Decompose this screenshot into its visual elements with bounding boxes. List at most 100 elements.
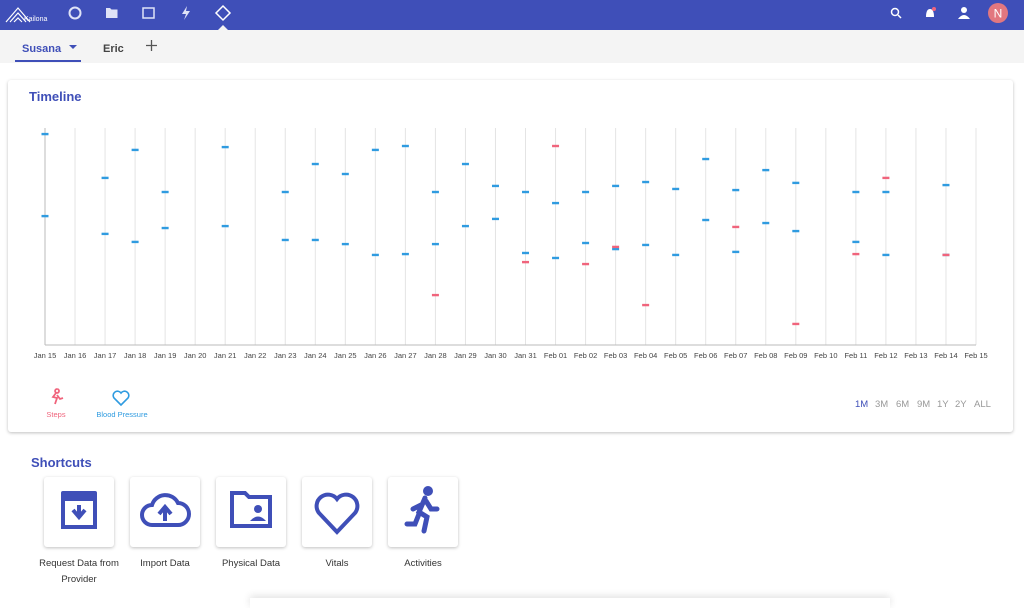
- shortcut-tile[interactable]: [130, 477, 200, 547]
- data-dash: [371, 148, 379, 152]
- nav-images[interactable]: [142, 7, 155, 19]
- profile[interactable]: [961, 7, 967, 13]
- x-tick-label: Jan 21: [214, 351, 237, 360]
- bottom-panel-edge: [250, 598, 890, 608]
- x-tick-label: Jan 18: [124, 351, 147, 360]
- data-dash: [612, 184, 620, 188]
- data-dash: [161, 190, 169, 194]
- data-dash: [341, 242, 349, 246]
- shortcut-label: Physical Data: [221, 558, 281, 569]
- range-button[interactable]: 6M: [896, 399, 910, 410]
- data-dash: [431, 190, 439, 194]
- x-tick-label: Feb 13: [904, 351, 927, 360]
- range-button[interactable]: 2Y: [955, 399, 967, 410]
- nav-activity[interactable]: [182, 6, 190, 20]
- data-dash: [221, 145, 229, 149]
- range-button[interactable]: 1Y: [937, 399, 949, 410]
- data-dash: [131, 148, 139, 152]
- data-dash: [552, 144, 560, 148]
- data-dash: [311, 238, 319, 242]
- data-dash: [882, 253, 890, 257]
- notification-dot: [932, 7, 936, 11]
- nav-files[interactable]: [106, 8, 118, 18]
- profile-body: [958, 15, 970, 19]
- tab-dropdown[interactable]: [69, 45, 78, 51]
- x-tick-label: Jan 29: [454, 351, 477, 360]
- data-dash: [852, 190, 860, 194]
- shortcut-label: Import Data: [140, 558, 190, 569]
- x-tick-label: Feb 05: [664, 351, 687, 360]
- shortcut-tile[interactable]: [44, 477, 114, 547]
- range-button[interactable]: 1M: [855, 399, 869, 410]
- data-dash: [131, 240, 139, 244]
- shortcut-label: Request Data from Provider: [39, 558, 119, 585]
- data-dash: [882, 176, 890, 180]
- x-tick-label: Jan 28: [424, 351, 447, 360]
- data-dash: [942, 183, 950, 187]
- tab[interactable]: Susana: [22, 43, 62, 55]
- avatar[interactable]: [988, 3, 1008, 23]
- data-dash: [101, 176, 109, 180]
- x-tick-label: Jan 31: [514, 351, 537, 360]
- data-dash: [41, 132, 49, 136]
- logo-text: Kailona: [24, 16, 47, 23]
- data-dash: [582, 241, 590, 245]
- data-dash: [461, 224, 469, 228]
- data-dash: [221, 224, 229, 228]
- tab[interactable]: Eric: [103, 43, 124, 55]
- data-dash: [101, 232, 109, 236]
- data-dash: [612, 245, 620, 249]
- data-dash: [702, 157, 710, 161]
- shortcut-tile[interactable]: [388, 477, 458, 547]
- data-dash: [461, 162, 469, 166]
- data-dash: [732, 188, 740, 192]
- data-dash: [942, 253, 950, 257]
- x-tick-label: Feb 08: [754, 351, 777, 360]
- x-tick-label: Feb 12: [874, 351, 897, 360]
- data-dash: [582, 262, 590, 266]
- legend-steps-icon[interactable]: [51, 388, 64, 405]
- legend-label[interactable]: Blood Pressure: [96, 410, 147, 419]
- nav-active-pointer: [218, 25, 228, 30]
- data-dash: [281, 238, 289, 242]
- data-dash: [642, 180, 650, 184]
- data-dash: [401, 144, 409, 148]
- data-dash: [882, 190, 890, 194]
- x-tick-label: Jan 25: [334, 351, 357, 360]
- data-dash: [792, 181, 800, 185]
- search-handle: [897, 14, 902, 19]
- legend-label[interactable]: Steps: [46, 410, 65, 419]
- shortcut-tile[interactable]: [216, 477, 286, 547]
- data-dash: [762, 221, 770, 225]
- data-dash: [161, 226, 169, 230]
- data-dash: [792, 229, 800, 233]
- data-dash: [702, 218, 710, 222]
- range-button[interactable]: ALL: [974, 399, 991, 410]
- x-tick-label: Feb 14: [934, 351, 957, 360]
- data-dash: [582, 190, 590, 194]
- data-dash: [732, 225, 740, 229]
- legend-bp-icon[interactable]: [112, 390, 130, 407]
- data-dash: [552, 201, 560, 205]
- data-dash: [672, 253, 680, 257]
- patient-tabs: Susana Eric: [0, 30, 1024, 63]
- data-dash: [552, 256, 560, 260]
- shortcut-tile[interactable]: [302, 477, 372, 547]
- nav-timeline[interactable]: [214, 4, 232, 22]
- x-tick-label: Jan 30: [484, 351, 507, 360]
- range-button[interactable]: 3M: [875, 399, 889, 410]
- notifications[interactable]: [926, 9, 934, 17]
- search[interactable]: [890, 7, 900, 17]
- nav-home[interactable]: [68, 6, 82, 20]
- x-tick-label: Jan 17: [94, 351, 117, 360]
- data-dash: [311, 162, 319, 166]
- x-tick-label: Feb 09: [784, 351, 807, 360]
- data-dash: [341, 172, 349, 176]
- add-tab[interactable]: [146, 40, 157, 51]
- x-tick-label: Feb 07: [724, 351, 747, 360]
- x-tick-label: Jan 20: [184, 351, 207, 360]
- x-tick-label: Jan 26: [364, 351, 387, 360]
- data-dash: [762, 168, 770, 172]
- range-button[interactable]: 9M: [917, 399, 931, 410]
